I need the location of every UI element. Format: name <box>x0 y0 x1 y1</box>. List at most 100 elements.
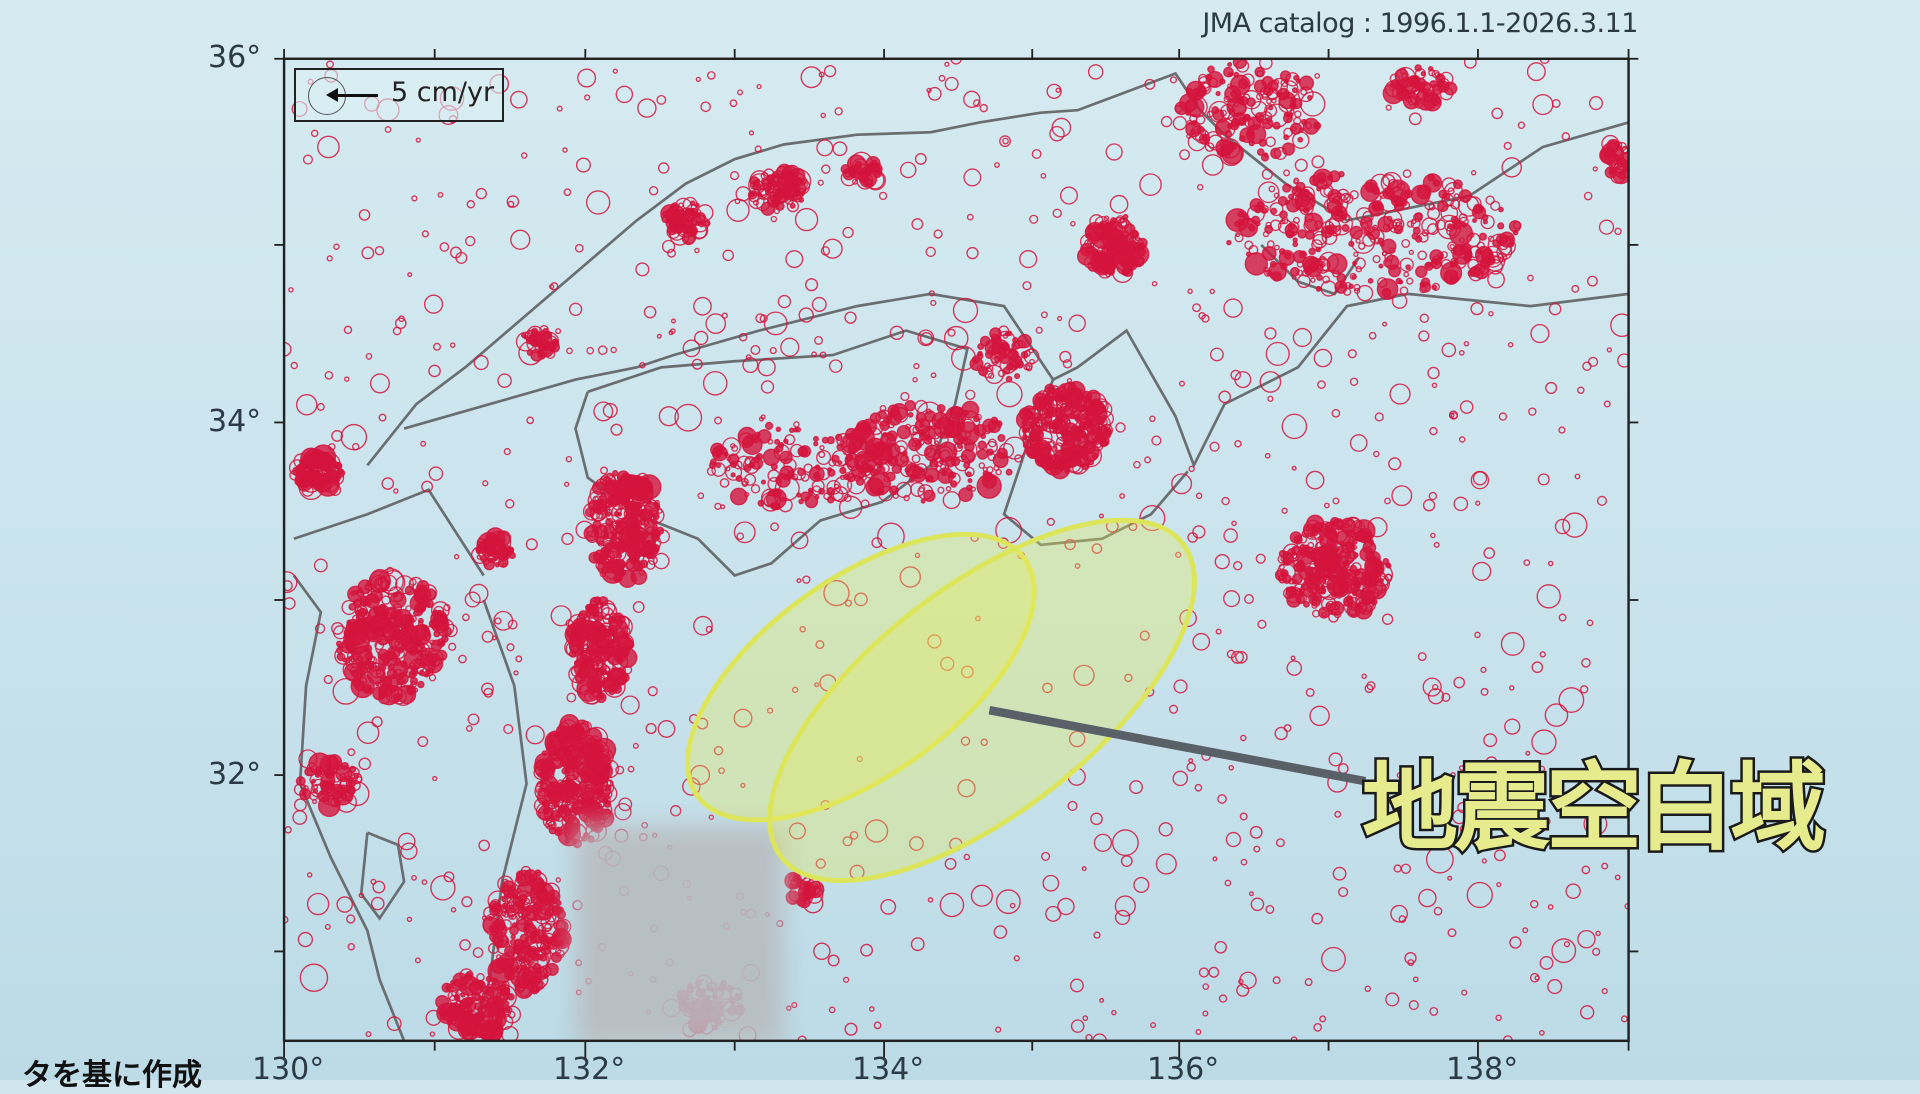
epicenter <box>316 402 325 411</box>
epicenter <box>494 617 502 625</box>
epicenter <box>1289 223 1296 230</box>
epicenter <box>1014 373 1021 380</box>
epicenter <box>507 886 514 893</box>
epicenter <box>1382 557 1390 565</box>
epicenter <box>818 451 826 459</box>
epicenter <box>944 857 957 870</box>
epicenter <box>1112 829 1139 857</box>
epicenter <box>373 608 379 615</box>
epicenter <box>1217 794 1227 804</box>
epicenter <box>1271 271 1282 282</box>
epicenter <box>1447 875 1453 881</box>
epicenter <box>648 186 659 196</box>
epicenter <box>1308 262 1318 273</box>
epicenter <box>843 493 852 503</box>
epicenter <box>449 342 456 348</box>
epicenter <box>760 479 766 485</box>
epicenter <box>1051 117 1072 138</box>
epicenter <box>748 130 755 136</box>
epicenter <box>620 695 640 715</box>
epicenter <box>1139 630 1150 641</box>
epicenter <box>323 797 330 805</box>
epicenter <box>1238 978 1244 985</box>
epicenter <box>667 248 676 258</box>
epicenter <box>1561 132 1570 141</box>
epicenter <box>995 1026 1002 1033</box>
epicenter <box>1472 218 1478 224</box>
epicenter <box>575 157 591 173</box>
epicenter <box>1188 758 1194 764</box>
epicenter <box>1431 258 1438 265</box>
epicenter <box>1055 406 1063 415</box>
epicenter <box>1547 979 1563 995</box>
epicenter <box>1381 238 1397 254</box>
epicenter <box>598 801 605 808</box>
epicenter <box>1361 673 1367 680</box>
epicenter <box>863 448 877 462</box>
epicenter <box>1003 436 1027 460</box>
epicenter <box>1422 677 1442 697</box>
epicenter <box>1264 452 1271 459</box>
epicenter <box>1431 382 1438 389</box>
epicenter <box>1274 726 1288 741</box>
epicenter <box>417 736 429 747</box>
epicenter <box>369 373 390 394</box>
epicenter <box>1225 831 1242 848</box>
epicenter <box>589 503 608 522</box>
epicenter <box>1151 280 1158 287</box>
epicenter <box>528 949 534 955</box>
epicenter <box>612 68 618 74</box>
epicenter <box>1255 220 1261 227</box>
epicenter <box>1074 563 1081 569</box>
epicenter <box>504 901 520 916</box>
epicenter <box>513 670 519 676</box>
epicenter <box>331 621 344 635</box>
epicenter <box>525 927 531 934</box>
epicenter <box>1105 143 1123 161</box>
epicenter <box>811 351 817 358</box>
epicenter <box>792 875 799 882</box>
epicenter <box>506 643 515 652</box>
epicenter <box>760 414 766 420</box>
epicenter <box>1390 195 1403 207</box>
epicenter <box>539 942 548 951</box>
epicenter <box>588 750 596 759</box>
epicenter <box>381 477 395 490</box>
epicenter <box>1317 545 1326 554</box>
epicenter <box>928 290 935 297</box>
epicenter <box>693 330 709 346</box>
epicenter <box>611 638 618 645</box>
epicenter <box>1279 210 1288 220</box>
arrow-left-icon <box>326 89 378 101</box>
epicenter <box>960 665 974 679</box>
epicenter <box>336 646 344 654</box>
epicenter <box>1551 938 1577 964</box>
epicenter <box>851 165 859 173</box>
epicenter <box>306 872 313 878</box>
epicenter <box>714 416 723 425</box>
epicenter <box>1305 550 1313 558</box>
epicenter <box>503 447 511 456</box>
epicenter <box>299 963 329 993</box>
epicenter <box>1082 412 1091 420</box>
epicenter <box>1592 947 1601 956</box>
epicenter <box>297 931 314 948</box>
epicenter <box>591 481 606 495</box>
epicenter <box>777 294 792 309</box>
epicenter <box>423 600 431 608</box>
epicenter <box>1588 96 1604 111</box>
epicenter <box>368 619 381 632</box>
epicenter <box>994 162 1000 168</box>
epicenter <box>919 422 925 429</box>
epicenter <box>1208 966 1220 978</box>
epicenter <box>1504 718 1521 735</box>
epicenter <box>1491 107 1503 120</box>
epicenter <box>1009 902 1016 909</box>
epicenter <box>1228 764 1234 771</box>
epicenter <box>593 651 600 658</box>
epicenter <box>661 239 676 254</box>
velocity-legend: 5 cm/yr <box>294 68 504 122</box>
epicenter <box>997 434 1006 442</box>
epicenter <box>415 137 421 143</box>
